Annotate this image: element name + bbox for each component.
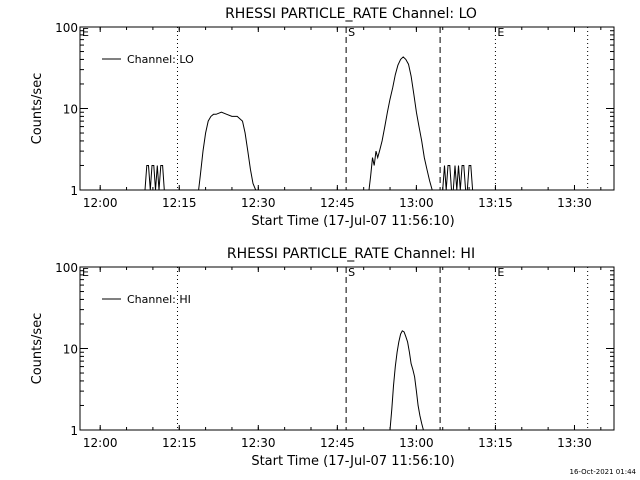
panel1-x-axis-label: Start Time (17-Jul-07 11:56:10) [251,214,454,229]
panel1-marker-label: S [348,26,355,39]
panel1-series-line [144,56,474,191]
panel2-marker-label: E [497,266,504,279]
panel1-x-tick-label: 12:30 [241,196,276,210]
panel2-x-tick-label: 12:00 [83,436,118,450]
panel1-y-tick-label: 100 [55,21,78,35]
panel1-x-tick-label: 12:15 [162,196,197,210]
panel2-x-tick-label: 12:30 [241,436,276,450]
panel1-marker-label: E [497,26,504,39]
panel2-x-tick-label: 13:15 [478,436,513,450]
panel1-y-axis-label: Counts/sec [30,73,45,145]
panel1-plot-frame [79,26,615,191]
panel2-marker-label: S [348,266,355,279]
panel1-x-tick-label: 12:45 [320,196,355,210]
panel2-y-tick-label: 1 [70,424,78,438]
panel1-title: RHESSI PARTICLE_RATE Channel: LO [225,6,477,22]
panel1-y-tick-label: 1 [70,184,78,198]
panel2-y-axis-label: Counts/sec [30,313,45,385]
panel1-x-tick-label: 13:00 [399,196,434,210]
panel2-legend-label: Channel: HI [127,293,191,306]
panel2-x-axis-label: Start Time (17-Jul-07 11:56:10) [251,454,454,469]
panel1-x-tick-label: 13:15 [478,196,513,210]
panel1-x-tick-label: 12:00 [83,196,118,210]
footer-timestamp: 16-Oct-2021 01:44 [569,468,636,476]
panel2-plot-frame [79,266,615,431]
panel2-x-tick-label: 13:30 [557,436,592,450]
panel1-marker-label: E [82,26,89,39]
panel2-x-tick-label: 12:45 [320,436,355,450]
panel1-legend-label: Channel: LO [127,53,194,66]
panel2-x-tick-label: 12:15 [162,436,197,450]
panel2-title: RHESSI PARTICLE_RATE Channel: HI [227,246,475,262]
panel1-x-tick-label: 13:30 [557,196,592,210]
panel2-x-tick-label: 13:00 [399,436,434,450]
panel2-marker-label: E [82,266,89,279]
panel2-y-tick-label: 100 [55,261,78,275]
panel2-y-tick-label: 10 [63,343,78,357]
panel2-series-line [389,330,424,431]
panel1-y-tick-label: 10 [63,103,78,117]
